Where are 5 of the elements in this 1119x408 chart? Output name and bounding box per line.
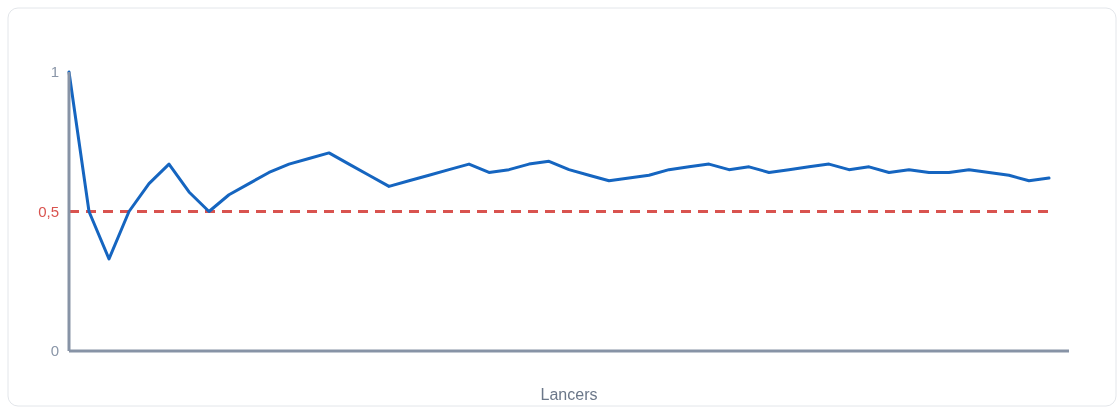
ref-line-label: 0,5 — [38, 202, 59, 220]
y-tick-label: 1 — [50, 63, 59, 81]
y-tick-label: 0 — [50, 342, 59, 360]
line-series — [67, 70, 1051, 261]
x-axis-title: Lancers — [540, 386, 598, 403]
